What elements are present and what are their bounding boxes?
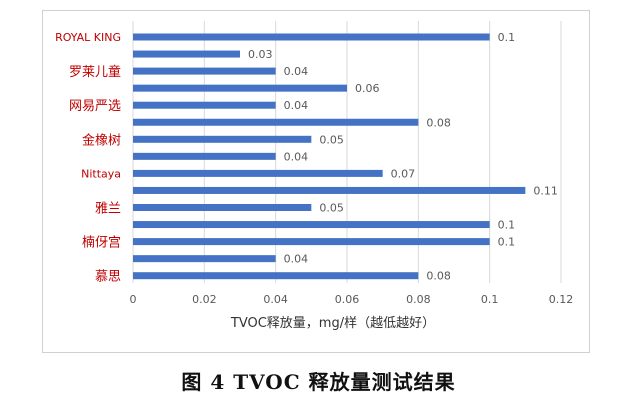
bar-value-label: 0.1 <box>498 236 515 249</box>
bar-value-label: 0.08 <box>426 270 451 283</box>
bar-value-label: 0.08 <box>426 116 451 129</box>
bar <box>133 221 490 229</box>
bar-value-label: 0.1 <box>498 219 515 232</box>
bar <box>133 238 490 246</box>
bar <box>133 67 276 75</box>
bar <box>133 255 276 263</box>
x-tick-label: 0 <box>130 293 137 306</box>
category-label: 罗莱儿童 <box>69 64 121 80</box>
bar <box>133 101 276 109</box>
figure-caption: 图 4 TVOC 释放量测试结果 <box>181 370 456 394</box>
bar-value-label: 0.06 <box>355 82 380 95</box>
bar <box>133 118 419 126</box>
bar-value-label: 0.03 <box>248 48 273 61</box>
bar-chart: 0 0.02 0.04 0.06 0.08 0.1 0.12 0.1 ROYAL KING 0.0… <box>55 21 574 331</box>
bar <box>133 204 312 211</box>
bar-value-label: 0.04 <box>284 150 309 163</box>
category-label: ROYAL KING <box>55 31 121 44</box>
bar-value-label: 0.04 <box>284 253 309 266</box>
bar-value-label: 0.05 <box>319 133 344 146</box>
bar <box>133 135 312 143</box>
bar-value-label: 0.07 <box>391 167 416 180</box>
bar <box>133 186 526 194</box>
bar-value-label: 0.04 <box>284 99 309 112</box>
category-label: 楠伢宫 <box>82 236 121 251</box>
bar <box>133 84 347 92</box>
category-label: Nittaya <box>81 167 121 180</box>
category-label: 金橡树 <box>82 132 121 148</box>
bar-value-label: 0.1 <box>498 31 515 44</box>
chart-frame: 0 0.02 0.04 0.06 0.08 0.1 0.12 0.1 ROYAL KING 0.0… <box>42 10 590 353</box>
x-tick-label: 0.02 <box>192 293 217 306</box>
bar <box>133 33 490 41</box>
category-label: 慕思 <box>95 270 121 285</box>
bar <box>133 50 240 58</box>
x-tick-label: 0.06 <box>335 293 360 306</box>
x-axis-label: TVOC释放量，mg/样（越低越好） <box>230 316 435 331</box>
bar <box>133 272 419 280</box>
x-tick-label: 0.12 <box>549 293 574 306</box>
bar <box>133 152 276 160</box>
x-tick-label: 0.04 <box>263 293 288 306</box>
category-label: 网易严选 <box>69 99 121 114</box>
bar <box>133 169 383 177</box>
x-tick-label: 0.08 <box>406 293 431 306</box>
bar-value-label: 0.11 <box>533 184 558 197</box>
x-tick-label: 0.1 <box>481 293 499 306</box>
bar-value-label: 0.04 <box>284 65 309 78</box>
category-label: 雅兰 <box>95 202 121 217</box>
bar-value-label: 0.05 <box>319 202 344 215</box>
